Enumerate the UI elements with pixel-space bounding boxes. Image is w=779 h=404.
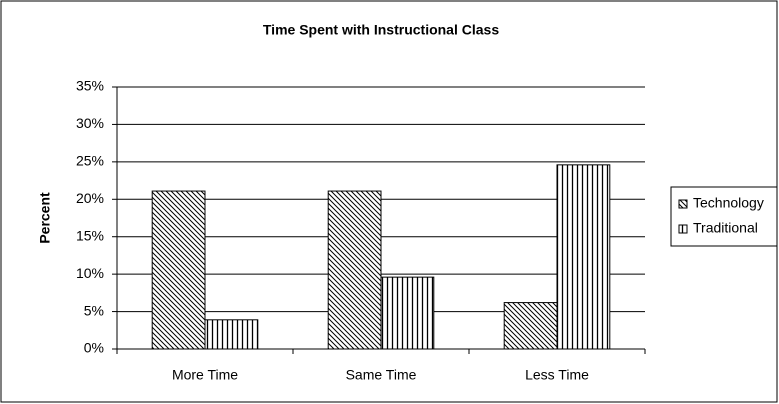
legend-label: Technology bbox=[693, 195, 764, 211]
bar bbox=[556, 164, 611, 350]
x-tick-label: Same Time bbox=[346, 367, 417, 383]
legend-swatch bbox=[678, 199, 688, 209]
y-tick-label: 30% bbox=[76, 115, 104, 131]
y-tick-label: 10% bbox=[76, 265, 104, 281]
legend-label: Traditional bbox=[693, 220, 758, 236]
legend-box bbox=[670, 186, 778, 247]
bar bbox=[503, 302, 558, 350]
y-tick-label: 15% bbox=[76, 227, 104, 243]
bar bbox=[151, 190, 206, 350]
y-tick-label: 0% bbox=[84, 340, 104, 356]
bar bbox=[380, 276, 435, 350]
y-tick-label: 25% bbox=[76, 153, 104, 169]
y-axis-label: Percent bbox=[37, 192, 53, 244]
chart-title: Time Spent with Instructional Class bbox=[263, 22, 499, 38]
x-tick-label: Less Time bbox=[525, 367, 589, 383]
x-tick-label: More Time bbox=[172, 367, 238, 383]
y-tick-label: 20% bbox=[76, 190, 104, 206]
y-tick-label: 5% bbox=[84, 302, 104, 318]
y-tick-label: 35% bbox=[76, 78, 104, 94]
bar bbox=[327, 190, 382, 350]
bar bbox=[204, 319, 259, 350]
legend-swatch bbox=[678, 224, 688, 234]
